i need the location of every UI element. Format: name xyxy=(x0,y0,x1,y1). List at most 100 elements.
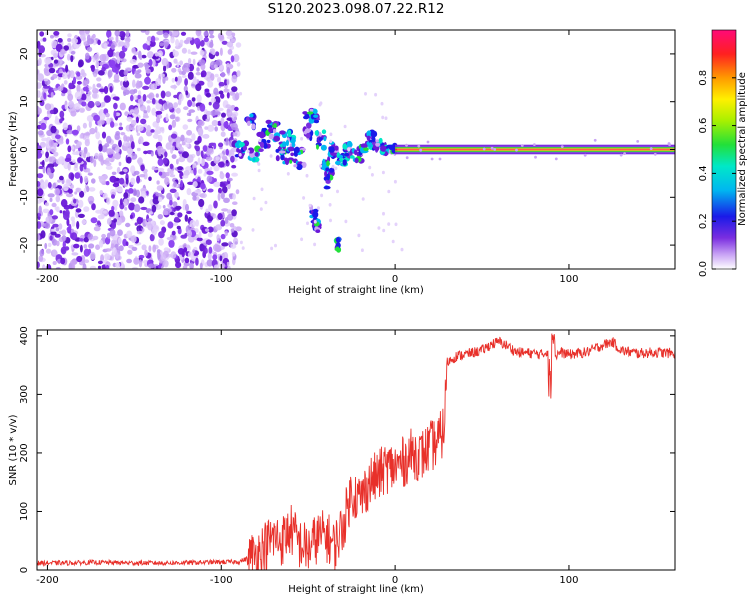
x-tick-label: -200 xyxy=(36,274,59,285)
noise-point xyxy=(186,188,192,196)
noise-point xyxy=(93,53,100,61)
noise-point xyxy=(106,30,112,39)
transition-faint-point xyxy=(368,165,372,170)
noise-point xyxy=(177,166,184,171)
noise-point xyxy=(130,153,138,160)
noise-point xyxy=(73,198,77,204)
noise-point xyxy=(119,198,123,206)
noise-point xyxy=(169,31,173,37)
noise-point xyxy=(143,150,148,155)
noise-point xyxy=(110,42,115,50)
noise-point xyxy=(115,252,119,259)
noise-point xyxy=(195,219,200,227)
noise-point xyxy=(51,228,56,232)
noise-point xyxy=(179,60,184,66)
transition-faint-point xyxy=(239,91,243,96)
noise-point xyxy=(232,201,238,205)
noise-point xyxy=(80,109,85,113)
noise-point xyxy=(202,159,205,164)
noise-point xyxy=(71,37,78,45)
noise-point xyxy=(49,156,56,164)
noise-point xyxy=(146,105,151,113)
carrier-faint-point xyxy=(533,143,536,147)
noise-point xyxy=(70,173,74,181)
noise-point xyxy=(118,161,122,166)
transition-point xyxy=(323,185,331,190)
noise-point xyxy=(142,43,148,50)
transition-point xyxy=(237,149,242,153)
noise-point xyxy=(215,59,223,66)
transition-point xyxy=(322,158,326,166)
noise-point xyxy=(221,112,226,118)
noise-point xyxy=(213,200,218,209)
noise-point xyxy=(152,244,157,253)
noise-point xyxy=(149,233,155,242)
noise-point xyxy=(74,162,78,168)
noise-point xyxy=(225,159,229,164)
noise-point xyxy=(69,70,75,79)
noise-point xyxy=(102,61,106,65)
noise-point xyxy=(104,143,110,148)
noise-point xyxy=(82,263,87,269)
noise-point xyxy=(186,210,192,215)
noise-point xyxy=(88,187,96,192)
noise-point xyxy=(169,188,177,193)
noise-point xyxy=(106,218,112,225)
noise-point xyxy=(226,261,230,266)
x-tick-label: 100 xyxy=(559,274,578,285)
noise-point xyxy=(158,238,164,246)
noise-point xyxy=(203,173,207,177)
noise-point xyxy=(44,157,49,163)
noise-point xyxy=(48,67,56,74)
transition-point xyxy=(266,139,271,144)
noise-point xyxy=(163,247,170,252)
noise-point xyxy=(155,78,162,86)
noise-point xyxy=(78,238,84,242)
transition-faint-point xyxy=(374,92,378,97)
noise-point xyxy=(209,166,213,171)
noise-point xyxy=(174,216,180,222)
noise-point xyxy=(203,30,209,37)
transition-point xyxy=(306,122,312,129)
noise-point xyxy=(184,257,190,264)
noise-point xyxy=(119,102,126,111)
transition-point xyxy=(251,123,256,130)
transition-faint-point xyxy=(257,168,261,173)
noise-point xyxy=(133,88,138,94)
noise-point xyxy=(118,237,122,245)
noise-point xyxy=(213,142,217,150)
noise-point xyxy=(168,124,173,131)
noise-point xyxy=(175,39,180,47)
carrier-faint-point xyxy=(649,147,653,151)
noise-point xyxy=(49,197,53,202)
noise-point xyxy=(136,124,144,132)
noise-point xyxy=(199,39,205,47)
noise-point xyxy=(213,264,219,269)
noise-point xyxy=(98,70,105,76)
noise-point xyxy=(74,172,81,179)
noise-point xyxy=(231,74,238,83)
noise-point xyxy=(37,142,40,147)
transition-faint-point xyxy=(238,153,242,157)
noise-point xyxy=(42,166,46,174)
transition-point xyxy=(363,147,369,152)
noise-point xyxy=(99,190,104,195)
noise-point xyxy=(66,129,74,135)
carrier-faint-point xyxy=(636,140,640,143)
noise-point xyxy=(124,111,129,117)
noise-point xyxy=(57,38,63,43)
transition-point xyxy=(343,152,350,157)
noise-point xyxy=(87,233,94,240)
noise-point xyxy=(204,247,208,254)
transition-point xyxy=(275,155,280,162)
noise-point xyxy=(234,106,239,112)
noise-point xyxy=(106,197,111,205)
noise-point xyxy=(176,225,181,230)
noise-point xyxy=(195,257,199,266)
noise-point xyxy=(110,121,115,128)
noise-point xyxy=(101,213,105,219)
noise-point xyxy=(123,198,128,207)
noise-point xyxy=(226,35,234,40)
noise-point xyxy=(136,216,143,225)
transition-point xyxy=(336,243,340,247)
